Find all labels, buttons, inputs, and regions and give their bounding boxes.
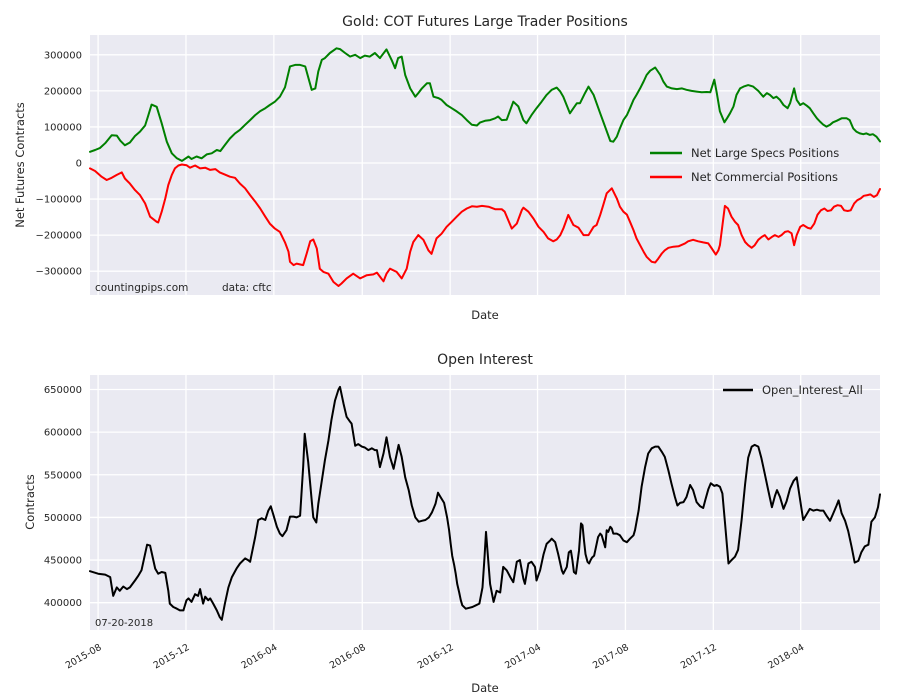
y-tick-label: 300000 (44, 50, 82, 61)
series-line-open-interest-all (89, 385, 881, 621)
y-tick-label: 400000 (44, 598, 82, 609)
top-chart-panel: 300000 200000 100000 0 −100000 −200000 −300000… (35, 35, 881, 295)
legend-entry-label: Open_Interest_All (762, 383, 863, 397)
y-tick-label: 600000 (44, 428, 82, 439)
x-tick-label: 2015-08 (64, 642, 104, 671)
y-tick-label: 0 (76, 159, 82, 170)
top-chart-ylabel: Net Futures Contracts (13, 102, 27, 228)
y-tick-label: 550000 (44, 470, 82, 481)
x-tick-label: 2017-04 (503, 642, 543, 671)
y-tick-label: 100000 (44, 122, 82, 133)
y-tick-label: −200000 (35, 231, 82, 242)
bottom-chart-panel: 650000 600000 550000 500000 450000 400000 2015… (44, 375, 881, 671)
report-date-text: 07-20-2018 (95, 618, 153, 629)
x-tick-label: 2016-04 (239, 642, 279, 671)
x-tick-label: 2017-12 (679, 642, 719, 671)
y-tick-label: 200000 (44, 86, 82, 97)
y-tick-label: 650000 (44, 385, 82, 396)
x-tick-label: 2017-08 (591, 642, 631, 671)
x-tick-label: 2016-08 (328, 642, 368, 671)
top-chart-title: Gold: COT Futures Large Trader Positions (342, 14, 628, 30)
data-source-text: data: cftc (222, 282, 272, 294)
x-tick-label: 2018-04 (766, 642, 806, 671)
y-tick-label: 500000 (44, 513, 82, 524)
x-tick-label: 2015-12 (152, 642, 192, 671)
bottom-chart-xlabel: Date (471, 681, 499, 695)
legend-entry-label: Net Commercial Positions (691, 170, 838, 184)
series-line-net-large-specs-positions (89, 47, 881, 162)
y-tick-label: 450000 (44, 556, 82, 567)
y-tick-label: −100000 (35, 195, 82, 206)
y-tick-label: −300000 (35, 267, 82, 278)
series-line-net-commercial-positions (89, 163, 881, 287)
top-chart-xlabel: Date (471, 308, 499, 322)
plot-background (90, 375, 880, 630)
watermark-text: countingpips.com (95, 282, 188, 294)
bottom-chart-ylabel: Contracts (23, 474, 37, 529)
bottom-chart-title: Open Interest (437, 352, 533, 368)
legend-entry-label: Net Large Specs Positions (691, 146, 839, 160)
plot-background (90, 35, 880, 295)
x-tick-label: 2016-12 (416, 642, 456, 671)
